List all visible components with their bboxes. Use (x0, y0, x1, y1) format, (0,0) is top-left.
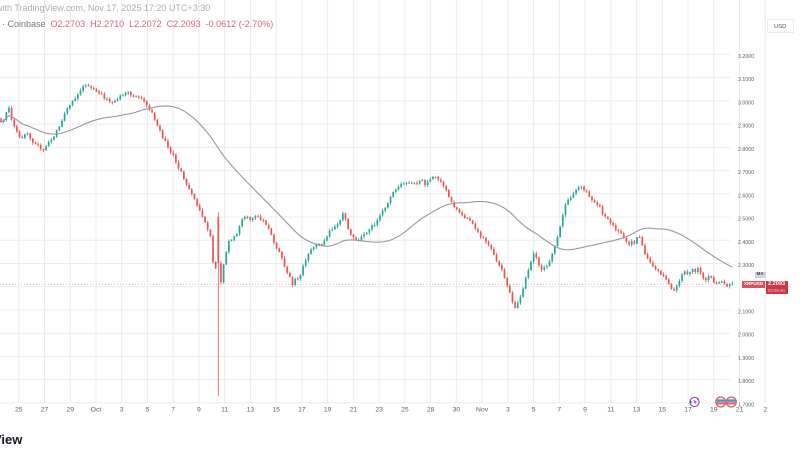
svg-text:3.1000: 3.1000 (738, 77, 754, 83)
svg-text:2.7000: 2.7000 (738, 170, 754, 176)
svg-text:3.2000: 3.2000 (738, 54, 754, 60)
svg-text:7: 7 (171, 407, 175, 414)
svg-text:2: 2 (763, 407, 767, 414)
svg-text:2.6000: 2.6000 (738, 193, 754, 199)
svg-text:9: 9 (197, 407, 201, 414)
svg-text:15: 15 (272, 407, 280, 414)
svg-text:17: 17 (298, 407, 306, 414)
svg-text:2.3000: 2.3000 (738, 263, 754, 269)
svg-text:19: 19 (710, 407, 718, 414)
svg-text:29: 29 (66, 407, 74, 414)
svg-text:19: 19 (324, 407, 332, 414)
svg-text:1.9000: 1.9000 (738, 356, 754, 362)
svg-text:2.9000: 2.9000 (738, 124, 754, 130)
svg-text:17: 17 (684, 407, 692, 414)
svg-text:5: 5 (532, 407, 536, 414)
svg-text:1.8000: 1.8000 (738, 379, 754, 385)
svg-text:25: 25 (15, 407, 23, 414)
svg-text:25: 25 (401, 407, 409, 414)
svg-text:9: 9 (583, 407, 587, 414)
svg-text:27: 27 (41, 407, 49, 414)
svg-text:13: 13 (633, 407, 641, 414)
svg-text:3: 3 (506, 407, 510, 414)
svg-text:7: 7 (557, 407, 561, 414)
svg-text:23: 23 (375, 407, 383, 414)
svg-text:15: 15 (658, 407, 666, 414)
svg-text:11: 11 (221, 407, 228, 414)
svg-text:Oct: Oct (91, 407, 102, 414)
svg-text:21: 21 (350, 407, 358, 414)
svg-text:2.4000: 2.4000 (738, 240, 754, 246)
svg-text:2.8000: 2.8000 (738, 147, 754, 153)
svg-text:3.0000: 3.0000 (738, 100, 754, 106)
svg-text:5: 5 (146, 407, 150, 414)
svg-text:Nov: Nov (476, 407, 489, 414)
svg-text:13: 13 (247, 407, 255, 414)
svg-text:28: 28 (427, 407, 435, 414)
svg-text:3: 3 (120, 407, 124, 414)
svg-text:2.5000: 2.5000 (738, 217, 754, 223)
svg-text:2.1000: 2.1000 (738, 309, 754, 315)
svg-text:30: 30 (453, 407, 461, 414)
svg-text:11: 11 (607, 407, 614, 414)
svg-text:21: 21 (736, 407, 744, 414)
svg-text:2.0000: 2.0000 (738, 333, 754, 339)
